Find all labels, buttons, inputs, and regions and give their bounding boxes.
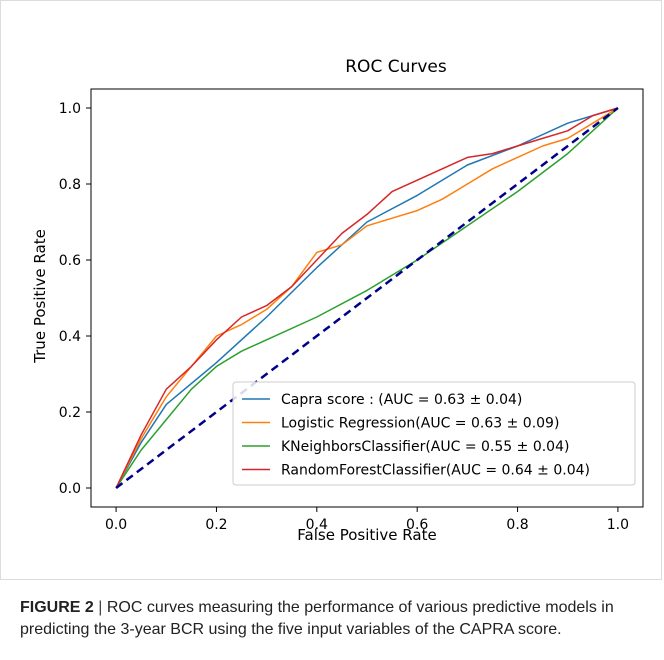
y-tick-label: 0.6 (59, 253, 81, 269)
series-line-2 (115, 107, 619, 489)
series-line-4 (115, 107, 619, 489)
y-axis-ticks: 0.0 0.2 0.4 0.6 0.8 1.0 (59, 101, 91, 497)
legend-label-3: KNeighborsClassifier(AUC = 0.55 ± 0.04) (281, 439, 569, 455)
x-axis-ticks: 0.0 0.2 0.4 0.6 0.8 1.0 (105, 507, 629, 533)
figure-caption: FIGURE 2 | ROC curves measuring the perf… (20, 597, 650, 641)
x-tick-label: 0.2 (205, 517, 227, 533)
x-tick-label: 1.0 (607, 517, 629, 533)
legend-label-2: Logistic Regression(AUC = 0.63 ± 0.09) (281, 416, 559, 432)
y-tick-label: 0.2 (59, 405, 81, 421)
caption-label: FIGURE 2 (20, 599, 94, 616)
x-tick-label: 0.0 (105, 517, 127, 533)
caption-text: ROC curves measuring the performance of … (20, 599, 614, 638)
chart-title: ROC Curves (345, 57, 447, 77)
x-tick-label: 0.8 (506, 517, 528, 533)
legend: Capra score : (AUC = 0.63 ± 0.04) Logisti… (232, 381, 636, 486)
plot-frame (90, 88, 644, 508)
legend-label-4: RandomForestClassifier(AUC = 0.64 ± 0.04… (281, 463, 590, 479)
chance-reference-line (115, 107, 619, 489)
caption-separator: | (98, 599, 103, 616)
y-tick-label: 0.0 (59, 481, 81, 497)
x-tick-label: 0.4 (306, 517, 328, 533)
y-tick-label: 1.0 (59, 101, 81, 117)
y-tick-label: 0.8 (59, 177, 81, 193)
y-axis-label: True Positive Rate (31, 229, 49, 364)
legend-box (232, 381, 636, 486)
figure-panel: ROC Curves 0.0 0.2 0.4 0.6 0.8 1.0 0.0 0.2 0.4 0… (0, 0, 662, 580)
legend-label-1: Capra score : (AUC = 0.63 ± 0.04) (281, 392, 522, 408)
roc-chart: ROC Curves 0.00.20.40.60.81.0 0.0 0.2 0.4 0… (31, 57, 644, 544)
x-tick-label: 0.6 (406, 517, 428, 533)
x-axis-label: False Positive Rate (297, 526, 436, 544)
series-line-3 (115, 107, 619, 489)
y-tick-label: 0.4 (59, 329, 81, 345)
series-layer (115, 107, 619, 489)
